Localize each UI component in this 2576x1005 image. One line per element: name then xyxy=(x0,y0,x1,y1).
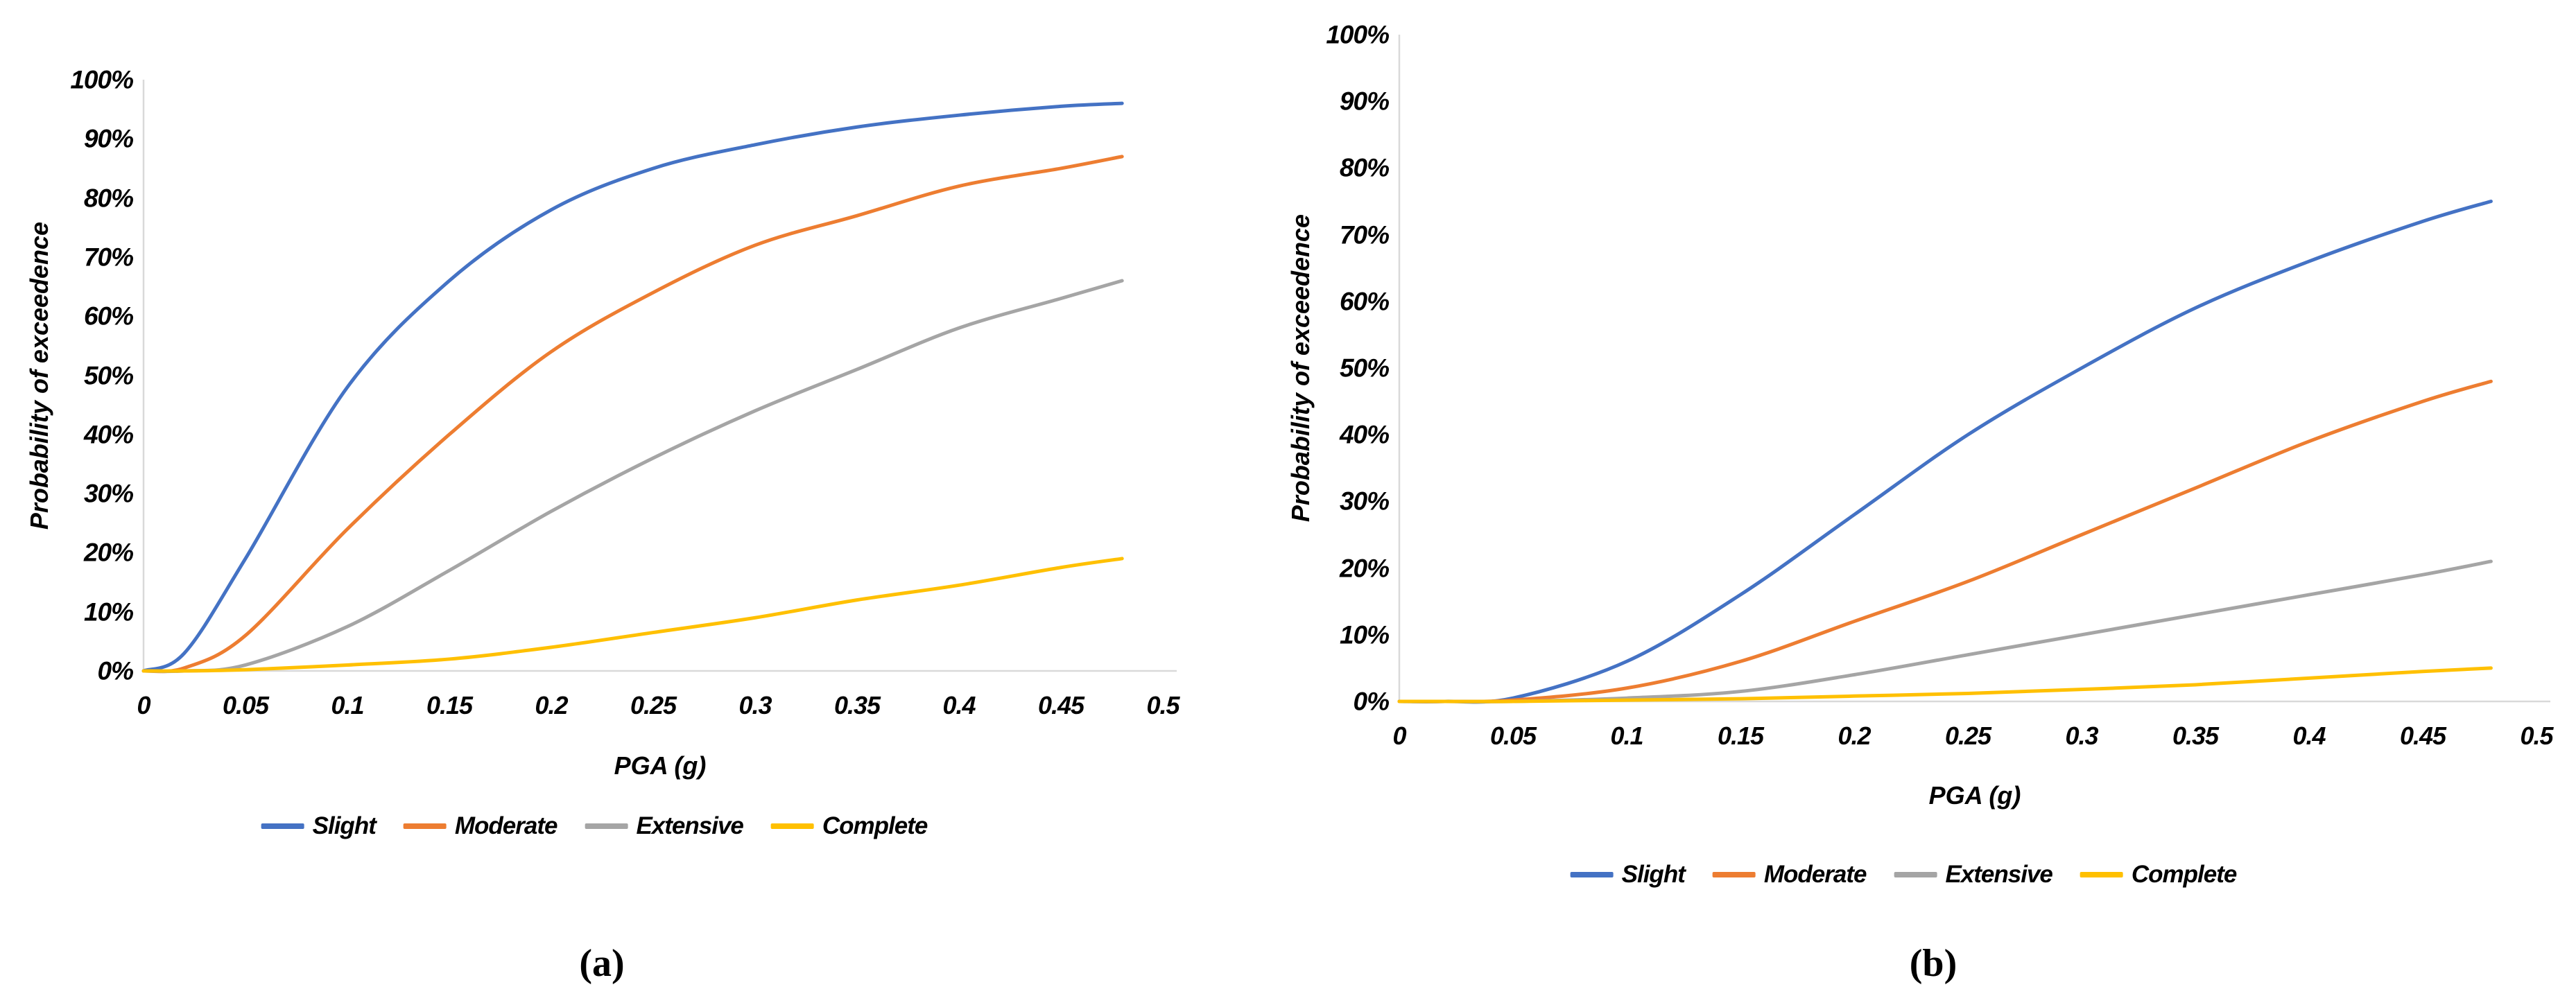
y-tick-a-10%: 10% xyxy=(83,597,134,627)
curve-complete-b xyxy=(1397,666,2493,704)
x-tick-a-0.5: 0.5 xyxy=(1146,691,1179,719)
legend-dash-icon xyxy=(2080,872,2123,877)
x-axis-title-a: PGA (g) xyxy=(614,751,707,780)
curve-complete-a xyxy=(141,557,1124,673)
y-tick-b-60%: 60% xyxy=(1339,287,1390,316)
legend-b: Slight Moderate Extensive Complete xyxy=(1570,861,2237,889)
legend-dash-icon xyxy=(403,823,447,829)
legend-label: Extensive xyxy=(1945,861,2052,888)
y-tick-a-40%: 40% xyxy=(83,420,134,449)
x-tick-a-0.1: 0.1 xyxy=(331,691,364,719)
y-tick-a-100%: 100% xyxy=(70,65,134,94)
x-tick-a-0.25: 0.25 xyxy=(630,691,677,719)
x-tick-b-0.25: 0.25 xyxy=(1944,722,1991,750)
curve-moderate-a xyxy=(141,155,1124,674)
y-tick-a-30%: 30% xyxy=(83,479,134,508)
y-tick-b-30%: 30% xyxy=(1339,487,1390,516)
y-tick-a-60%: 60% xyxy=(83,302,134,331)
curve-extensive-b xyxy=(1397,559,2493,704)
x-axis-title-b: PGA (g) xyxy=(1928,781,2021,810)
legend-item-extensive-b: Extensive xyxy=(1894,861,2053,889)
legend-item-slight-b: Slight xyxy=(1570,861,1686,889)
legend-a: Slight Moderate Extensive Complete xyxy=(261,812,928,840)
y-tick-a-0%: 0% xyxy=(97,656,134,685)
legend-item-moderate-b: Moderate xyxy=(1712,861,1867,889)
legend-dash-icon xyxy=(770,823,814,829)
curve-moderate-b xyxy=(1397,379,2493,704)
x-tick-b-0: 0 xyxy=(1392,722,1406,750)
legend-label: Slight xyxy=(1621,861,1686,888)
legend-item-complete-b: Complete xyxy=(2080,861,2237,889)
legend-label: Complete xyxy=(822,812,928,839)
panel-caption-b: (b) xyxy=(1909,942,1957,985)
y-tick-b-80%: 80% xyxy=(1339,153,1390,182)
x-tick-a-0.45: 0.45 xyxy=(1037,691,1084,719)
legend-dash-icon xyxy=(261,823,304,829)
x-tick-a-0.3: 0.3 xyxy=(738,691,772,719)
legend-item-moderate-a: Moderate xyxy=(403,812,558,840)
x-tick-b-0.5: 0.5 xyxy=(2520,722,2553,750)
y-tick-b-0%: 0% xyxy=(1353,687,1390,716)
legend-dash-icon xyxy=(1570,872,1614,877)
x-tick-b-0.2: 0.2 xyxy=(1838,722,1871,750)
legend-item-extensive-a: Extensive xyxy=(585,812,744,840)
y-tick-a-80%: 80% xyxy=(83,184,134,213)
legend-label: Moderate xyxy=(454,812,558,839)
x-tick-b-0.1: 0.1 xyxy=(1610,722,1643,750)
panel-caption-a: (a) xyxy=(579,942,625,985)
y-tick-a-50%: 50% xyxy=(83,361,134,390)
legend-dash-icon xyxy=(585,823,628,829)
y-tick-a-90%: 90% xyxy=(83,124,134,153)
legend-label: Slight xyxy=(312,812,377,839)
x-tick-b-0.15: 0.15 xyxy=(1717,722,1764,750)
x-tick-b-0.35: 0.35 xyxy=(2172,722,2219,750)
x-tick-a-0.4: 0.4 xyxy=(942,691,976,719)
y-tick-b-10%: 10% xyxy=(1339,620,1390,649)
x-tick-b-0.45: 0.45 xyxy=(2399,722,2446,750)
y-tick-b-70%: 70% xyxy=(1339,220,1390,250)
y-tick-b-90%: 90% xyxy=(1339,87,1390,116)
curve-slight-a xyxy=(141,101,1124,673)
y-tick-b-40%: 40% xyxy=(1339,420,1390,449)
y-tick-b-100%: 100% xyxy=(1326,20,1390,49)
legend-label: Complete xyxy=(2131,861,2237,888)
x-tick-b-0.3: 0.3 xyxy=(2065,722,2098,750)
y-tick-a-20%: 20% xyxy=(83,538,134,567)
curve-slight-b xyxy=(1397,200,2493,704)
x-tick-a-0.35: 0.35 xyxy=(833,691,881,719)
x-tick-a-0.15: 0.15 xyxy=(426,691,473,719)
curve-extensive-a xyxy=(141,279,1124,674)
x-tick-a-0: 0 xyxy=(137,691,150,719)
legend-dash-icon xyxy=(1894,872,1937,877)
y-tick-b-20%: 20% xyxy=(1339,554,1390,583)
legend-dash-icon xyxy=(1712,872,1756,877)
legend-item-complete-a: Complete xyxy=(770,812,928,840)
y-tick-a-70%: 70% xyxy=(83,243,134,272)
x-tick-b-0.05: 0.05 xyxy=(1489,722,1537,750)
y-tick-b-50%: 50% xyxy=(1339,353,1390,383)
legend-label: Extensive xyxy=(636,812,743,839)
legend-item-slight-a: Slight xyxy=(261,812,377,840)
x-tick-a-0.05: 0.05 xyxy=(222,691,269,719)
legend-label: Moderate xyxy=(1763,861,1867,888)
x-tick-b-0.4: 0.4 xyxy=(2292,722,2326,750)
x-tick-a-0.2: 0.2 xyxy=(535,691,568,719)
